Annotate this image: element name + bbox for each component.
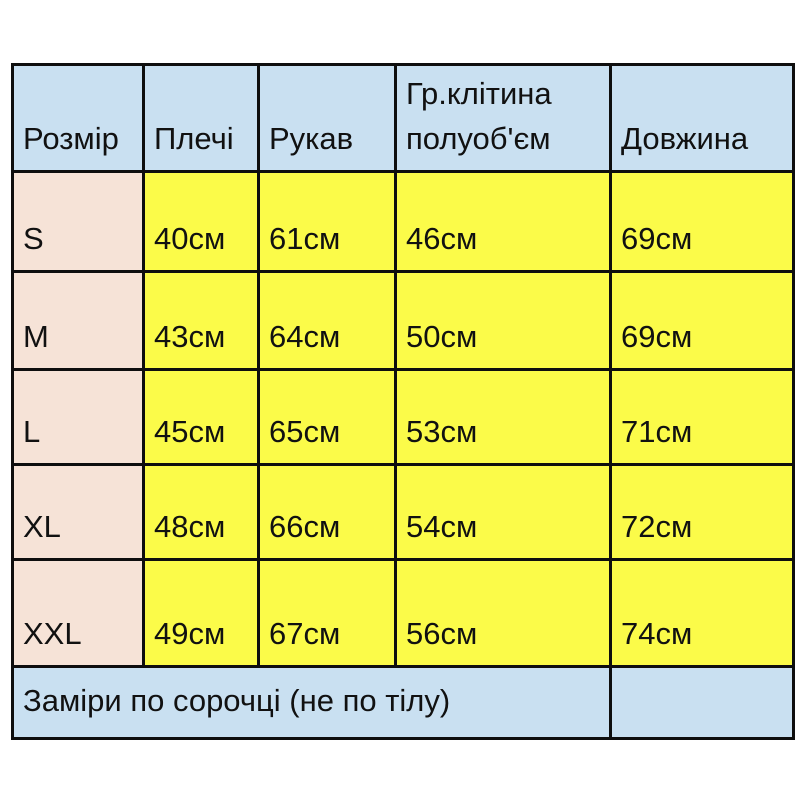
table-row-s: S 40см 61см 46см 69см [11,170,795,273]
value-cell: 43см [142,270,260,371]
header-cell-size: Розмір [11,63,145,173]
header-cell-length: Довжина [609,63,795,173]
value-cell: 69см [609,170,795,273]
size-cell: M [11,270,145,371]
value-cell: 50см [394,270,612,371]
value-cell: 49см [142,558,260,668]
footer-note: Заміри по сорочці (не по тілу) [11,665,612,740]
footer-empty-cell [609,665,795,740]
table-row-l: L 45см 65см 53см 71см [11,368,795,466]
value-cell: 66см [257,463,397,561]
value-cell: 54см [394,463,612,561]
table-row-xxl: XXL 49см 67см 56см 74см [11,558,795,668]
value-cell: 69см [609,270,795,371]
value-cell: 48см [142,463,260,561]
header-cell-sleeve: Рукав [257,63,397,173]
value-cell: 65см [257,368,397,466]
size-cell: L [11,368,145,466]
value-cell: 64см [257,270,397,371]
value-cell: 72см [609,463,795,561]
value-cell: 40см [142,170,260,273]
footer-row: Заміри по сорочці (не по тілу) [11,665,795,740]
header-cell-chest: Гр.клітина полуоб'єм [394,63,612,173]
size-chart-table: Розмір Плечі Рукав Гр.клітина полуоб'єм … [11,63,795,740]
value-cell: 74см [609,558,795,668]
value-cell: 46см [394,170,612,273]
size-cell: XL [11,463,145,561]
table-row-xl: XL 48см 66см 54см 72см [11,463,795,561]
value-cell: 56см [394,558,612,668]
header-cell-shoulders: Плечі [142,63,260,173]
value-cell: 45см [142,368,260,466]
value-cell: 61см [257,170,397,273]
value-cell: 53см [394,368,612,466]
header-row: Розмір Плечі Рукав Гр.клітина полуоб'єм … [11,63,795,173]
size-cell: XXL [11,558,145,668]
size-cell: S [11,170,145,273]
value-cell: 67см [257,558,397,668]
table-row-m: M 43см 64см 50см 69см [11,270,795,371]
value-cell: 71см [609,368,795,466]
